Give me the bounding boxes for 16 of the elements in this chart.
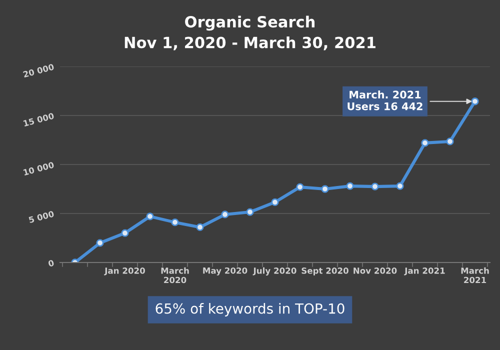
text: 65% of keywords in TOP-10 bbox=[156, 303, 344, 316]
chart-title: Organic Search Nov 1, 2020 - March 30, 2021 bbox=[124, 16, 376, 50]
x-tick-label: March 2021 bbox=[461, 267, 489, 284]
y-tick-label: 10 000 bbox=[23, 162, 54, 176]
x-tick-label: Nov 2020 bbox=[354, 268, 397, 274]
y-tick-label: 20 000 bbox=[22, 64, 54, 78]
y-tick-label: 0 bbox=[48, 260, 54, 267]
y-tick-label: 15 000 bbox=[23, 112, 54, 127]
x-tick-label: May 2020 bbox=[203, 267, 248, 276]
x-tick-label: March 2020 bbox=[161, 267, 189, 284]
y-tick-label: 5 000 bbox=[28, 210, 54, 224]
x-tick-label: Sept 2020 bbox=[302, 268, 348, 276]
x-tick-label: Jan 2020 bbox=[104, 268, 145, 276]
x-tick-label: July 2020 bbox=[252, 267, 296, 276]
annotation: March. 2021 Users 16 442 bbox=[348, 90, 422, 110]
x-tick-label: Jan 2021 bbox=[404, 268, 445, 276]
